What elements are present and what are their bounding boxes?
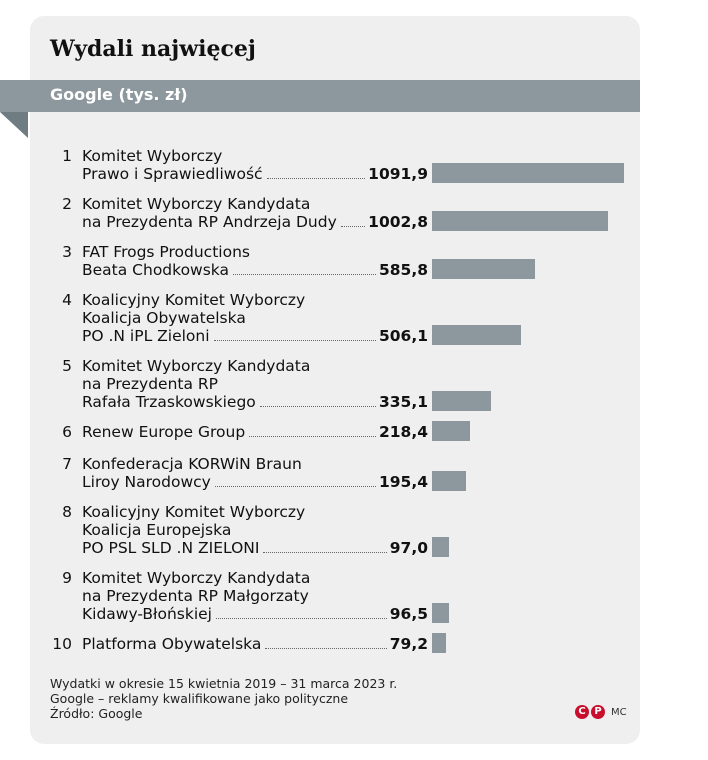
dotted-leader <box>265 648 387 649</box>
author-initials: MC <box>611 707 627 718</box>
footnote-description: Google – reklamy kwalifikowane jako poli… <box>50 691 349 706</box>
category-label-line: Komitet Wyborczy Kandydata <box>82 195 311 213</box>
bar <box>432 421 470 441</box>
category-label-last-line: Prawo i Sprawiedliwość 1091,9 <box>82 165 428 183</box>
dotted-leader <box>259 406 376 407</box>
category-label-line: Kidawy-Błońskiej <box>82 605 212 623</box>
bar <box>432 471 466 491</box>
value-label: 506,1 <box>378 327 428 345</box>
value-label: 96,5 <box>389 605 428 623</box>
bar <box>432 211 608 231</box>
bar <box>432 603 449 623</box>
rank-label: 3 <box>62 243 72 261</box>
rank-label: 7 <box>62 455 72 473</box>
dotted-leader <box>249 436 376 437</box>
category-label-line: Koalicja Obywatelska <box>82 309 246 327</box>
category-label-last-line: Beata Chodkowska 585,8 <box>82 261 428 279</box>
banner-fold-corner <box>0 112 28 138</box>
category-label-last-line: Liroy Narodowcy 195,4 <box>82 473 428 491</box>
category-label-line: na Prezydenta RP Małgorzaty <box>82 587 309 605</box>
category-label-last-line: na Prezydenta RP Andrzeja Dudy 1002,8 <box>82 213 428 231</box>
bar <box>432 163 624 183</box>
value-label: 1091,9 <box>368 165 428 183</box>
category-label-line: Liroy Narodowcy <box>82 473 211 491</box>
category-label-line: PO PSL SLD .N ZIELONI <box>82 539 260 557</box>
category-label-line: PO .N iPL Zieloni <box>82 327 210 345</box>
dotted-leader <box>266 178 366 179</box>
logo-p-icon: P <box>591 705 605 719</box>
category-label-last-line: Platforma Obywatelska 79,2 <box>82 635 428 653</box>
category-label-line: Komitet Wyborczy <box>82 147 223 165</box>
category-label-line: Konfederacja KORWiN Braun <box>82 455 302 473</box>
category-label-line: Rafała Trzaskowskiego <box>82 393 256 411</box>
value-label: 218,4 <box>378 423 428 441</box>
category-label-line: Beata Chodkowska <box>82 261 230 279</box>
category-label-line: Koalicyjny Komitet Wyborczy <box>82 503 306 521</box>
value-label: 585,8 <box>378 261 428 279</box>
bar <box>432 633 446 653</box>
value-label: 335,1 <box>378 393 428 411</box>
rank-label: 6 <box>62 423 72 441</box>
dotted-leader <box>263 552 387 553</box>
category-label-line: na Prezydenta RP Andrzeja Dudy <box>82 213 337 231</box>
bar <box>432 259 535 279</box>
category-label-line: Platforma Obywatelska <box>82 635 262 653</box>
dotted-leader <box>233 274 376 275</box>
rank-label: 1 <box>62 147 72 165</box>
rank-label: 2 <box>62 195 72 213</box>
value-label: 79,2 <box>389 635 428 653</box>
category-label-last-line: PO .N iPL Zieloni 506,1 <box>82 327 428 345</box>
rank-label: 9 <box>62 569 72 587</box>
category-label-line: Komitet Wyborczy Kandydata <box>82 357 311 375</box>
dotted-leader <box>340 226 366 227</box>
rank-label: 4 <box>62 291 72 309</box>
category-label-line: Koalicyjny Komitet Wyborczy <box>82 291 306 309</box>
chart-card <box>30 16 640 744</box>
category-label-line: Koalicja Europejska <box>82 521 232 539</box>
category-label-last-line: Rafała Trzaskowskiego 335,1 <box>82 393 428 411</box>
category-label-line: na Prezydenta RP <box>82 375 219 393</box>
category-label-line: FAT Frogs Productions <box>82 243 250 261</box>
value-label: 1002,8 <box>368 213 428 231</box>
rank-label: 5 <box>62 357 72 375</box>
subtitle-banner: Google (tys. zł) <box>0 80 640 112</box>
category-label-last-line: Kidawy-Błońskiej 96,5 <box>82 605 428 623</box>
category-label-line: Prawo i Sprawiedliwość <box>82 165 263 183</box>
value-label: 97,0 <box>389 539 428 557</box>
dotted-leader <box>215 618 387 619</box>
value-label: 195,4 <box>378 473 428 491</box>
bar <box>432 391 491 411</box>
category-label-line: Renew Europe Group <box>82 423 246 441</box>
chart-subtitle: Google (tys. zł) <box>50 85 188 104</box>
rank-label: 10 <box>52 635 72 653</box>
bar <box>432 325 521 345</box>
category-label-last-line: Renew Europe Group 218,4 <box>82 423 428 441</box>
category-label-line: Komitet Wyborczy Kandydata <box>82 569 311 587</box>
bar <box>432 537 449 557</box>
rank-label: 8 <box>62 503 72 521</box>
logo-c-icon: C <box>575 705 589 719</box>
footnote-source: Źródło: Google <box>50 706 143 721</box>
category-label-last-line: PO PSL SLD .N ZIELONI 97,0 <box>82 539 428 557</box>
dotted-leader <box>213 340 376 341</box>
footnote-period: Wydatki w okresie 15 kwietnia 2019 – 31 … <box>50 676 398 691</box>
chart-title: Wydali najwięcej <box>50 36 256 62</box>
dotted-leader <box>214 486 376 487</box>
